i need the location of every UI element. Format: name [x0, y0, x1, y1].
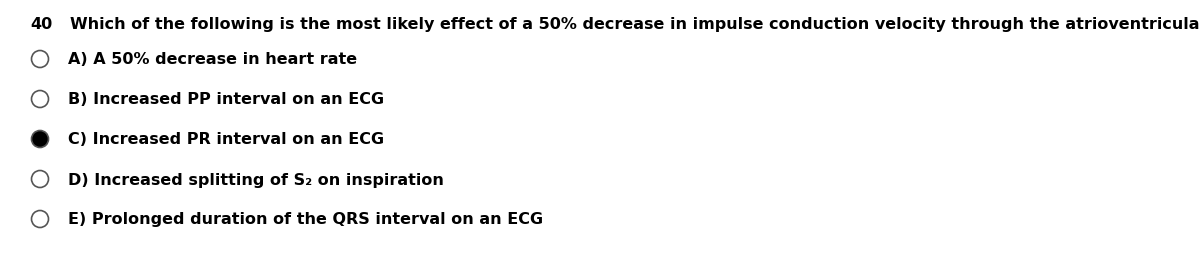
- Ellipse shape: [31, 211, 48, 228]
- Text: E) Prolonged duration of the QRS interval on an ECG: E) Prolonged duration of the QRS interva…: [68, 212, 544, 227]
- Text: 40: 40: [30, 17, 53, 32]
- Text: A) A 50% decrease in heart rate: A) A 50% decrease in heart rate: [68, 52, 358, 67]
- Text: D) Increased splitting of S₂ on inspiration: D) Increased splitting of S₂ on inspirat…: [68, 172, 444, 187]
- Ellipse shape: [31, 51, 48, 68]
- Text: Which of the following is the most likely effect of a 50% decrease in impulse co: Which of the following is the most likel…: [70, 17, 1200, 32]
- Text: B) Increased PP interval on an ECG: B) Increased PP interval on an ECG: [68, 92, 384, 107]
- Ellipse shape: [31, 131, 48, 148]
- Ellipse shape: [31, 91, 48, 108]
- Text: C) Increased PR interval on an ECG: C) Increased PR interval on an ECG: [68, 132, 384, 147]
- Ellipse shape: [31, 171, 48, 188]
